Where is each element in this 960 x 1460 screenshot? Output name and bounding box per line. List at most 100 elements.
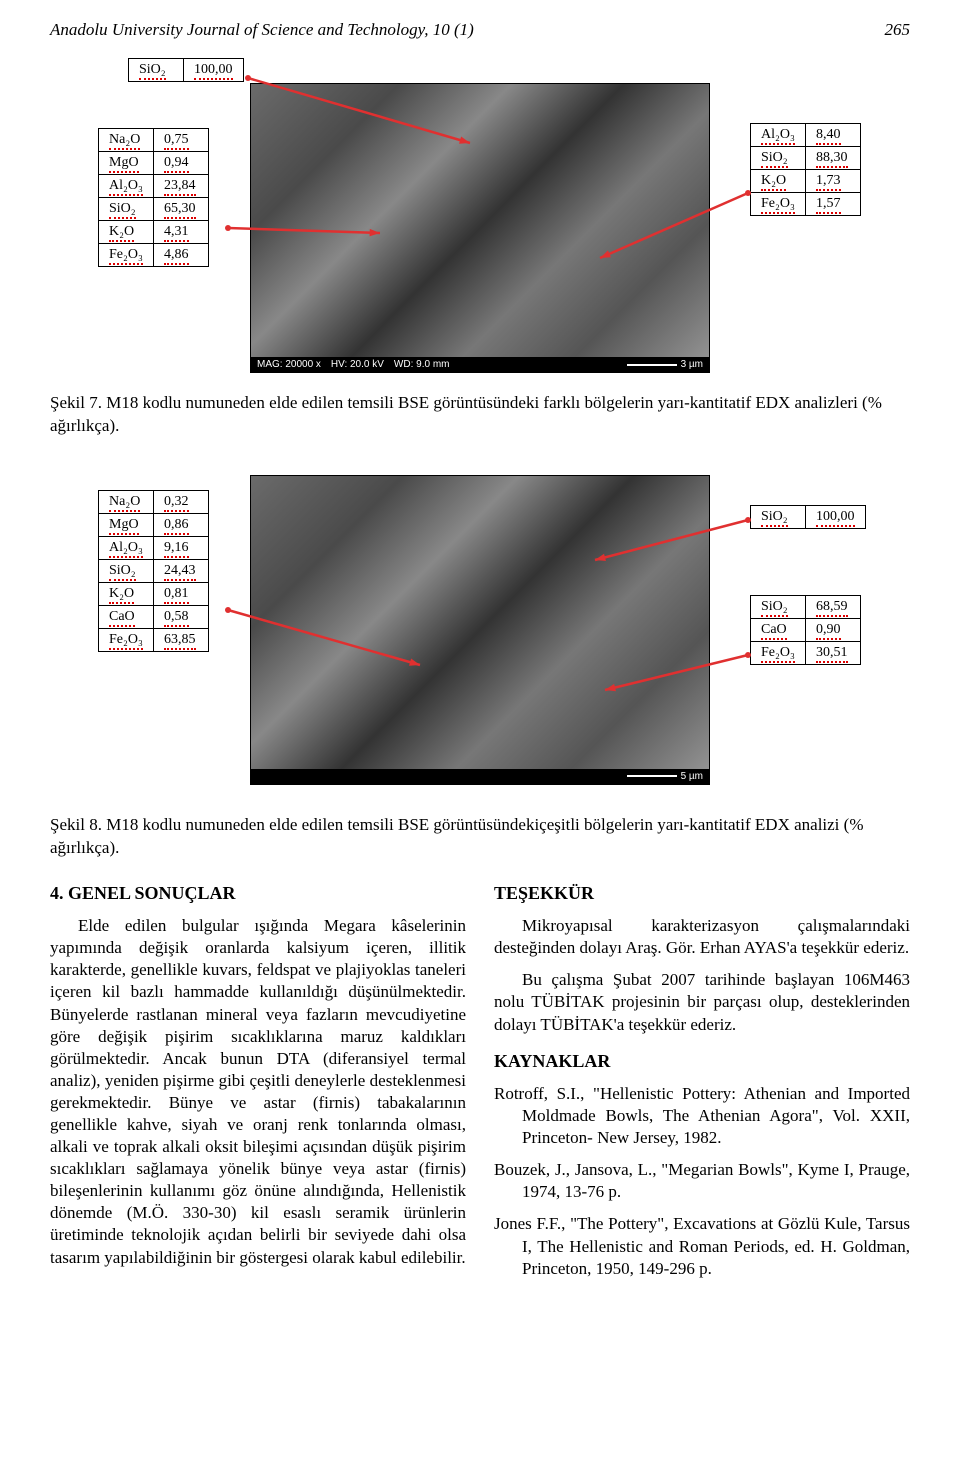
table-row: Al₂O₃8,40 — [751, 124, 861, 147]
compound-cell: SiO₂ — [751, 595, 806, 618]
thanks-para-2: Bu çalışma Şubat 2007 tarihinde başlayan… — [494, 969, 910, 1035]
table-row: SiO₂68,59 — [751, 595, 861, 618]
value-cell: 24,43 — [154, 559, 209, 582]
scalebar-text: 5 µm — [681, 771, 703, 782]
reference-item: Jones F.F., "The Pottery", Excavations a… — [494, 1213, 910, 1279]
section-title-results: 4. GENEL SONUÇLAR — [50, 882, 466, 905]
fig8-table-right-1: SiO₂100,00 — [750, 505, 866, 529]
compound-cell: SiO₂ — [751, 147, 806, 170]
section-title-refs: KAYNAKLAR — [494, 1050, 910, 1073]
compound-cell: K₂O — [751, 170, 806, 193]
sem-wd: WD: 9.0 mm — [394, 359, 450, 370]
value-cell: 0,94 — [154, 152, 209, 175]
fig8-table-right-2: SiO₂68,59CaO0,90Fe₂O₃30,51 — [750, 595, 861, 665]
fig8-table-left: Na₂O0,32MgO0,86Al₂O₃9,16SiO₂24,43K₂O0,81… — [98, 490, 209, 652]
compound-cell: MgO — [99, 513, 154, 536]
table-row: SiO₂65,30 — [99, 198, 209, 221]
compound-cell: CaO — [751, 618, 806, 641]
compound-cell: Na₂O — [99, 129, 154, 152]
caption-label: Şekil 7. — [50, 393, 102, 412]
compound-cell: SiO₂ — [99, 559, 154, 582]
value-cell: 0,90 — [806, 618, 861, 641]
figure-8-caption: Şekil 8. M18 kodlu numuneden elde edilen… — [50, 814, 910, 860]
value-cell: 0,32 — [154, 490, 209, 513]
value-cell: 1,57 — [806, 193, 861, 216]
right-column: TEŞEKKÜR Mikroyapısal karakterizasyon ça… — [494, 882, 910, 1290]
table-row: SiO₂100,00 — [129, 59, 244, 82]
table-row: K₂O1,73 — [751, 170, 861, 193]
value-cell: 9,16 — [154, 536, 209, 559]
value-cell: 0,75 — [154, 129, 209, 152]
sem-footer: 5 µm — [251, 769, 709, 784]
scalebar-text: 3 µm — [681, 359, 703, 370]
caption-text: M18 kodlu numuneden elde edilen temsili … — [50, 393, 882, 435]
compound-cell: Fe₂O₃ — [99, 244, 154, 267]
figure-8-area: 5 µm Na₂O0,32MgO0,86Al₂O₃9,16SiO₂24,43K₂… — [50, 460, 910, 800]
section-title-thanks: TEŞEKKÜR — [494, 882, 910, 905]
compound-cell: SiO₂ — [129, 59, 184, 82]
references-list: Rotroff, S.I., "Hellenistic Pottery: Ath… — [494, 1083, 910, 1280]
compound-cell: MgO — [99, 152, 154, 175]
table-row: K₂O4,31 — [99, 221, 209, 244]
table-row: CaO0,58 — [99, 605, 209, 628]
sem-footer: MAG: 20000 x HV: 20.0 kV WD: 9.0 mm 3 µm — [251, 357, 709, 372]
compound-cell: SiO₂ — [99, 198, 154, 221]
value-cell: 30,51 — [806, 641, 861, 664]
scalebar-line — [627, 364, 677, 366]
value-cell: 65,30 — [154, 198, 209, 221]
value-cell: 4,86 — [154, 244, 209, 267]
fig7-table-right: Al₂O₃8,40SiO₂88,30K₂O1,73Fe₂O₃1,57 — [750, 123, 861, 216]
figure-7-area: MAG: 20000 x HV: 20.0 kV WD: 9.0 mm 3 µm… — [50, 58, 910, 378]
table-row: MgO0,86 — [99, 513, 209, 536]
table-row: CaO0,90 — [751, 618, 861, 641]
compound-cell: Fe₂O₃ — [99, 628, 154, 651]
left-column: 4. GENEL SONUÇLAR Elde edilen bulgular ı… — [50, 882, 466, 1290]
value-cell: 100,00 — [184, 59, 244, 82]
compound-cell: Al₂O₃ — [751, 124, 806, 147]
figure-7-sem-image: MAG: 20000 x HV: 20.0 kV WD: 9.0 mm 3 µm — [250, 83, 710, 373]
value-cell: 4,31 — [154, 221, 209, 244]
value-cell: 100,00 — [806, 505, 866, 528]
compound-cell: Al₂O₃ — [99, 536, 154, 559]
figure-7-caption: Şekil 7. M18 kodlu numuneden elde edilen… — [50, 392, 910, 438]
sem-hv: HV: 20.0 kV — [331, 359, 384, 370]
results-paragraph: Elde edilen bulgular ışığında Megara kâs… — [50, 915, 466, 1269]
table-row: Fe₂O₃4,86 — [99, 244, 209, 267]
value-cell: 0,86 — [154, 513, 209, 536]
table-row: SiO₂88,30 — [751, 147, 861, 170]
figure-8-sem-image: 5 µm — [250, 475, 710, 785]
compound-cell: Na₂O — [99, 490, 154, 513]
value-cell: 63,85 — [154, 628, 209, 651]
table-row: Na₂O0,75 — [99, 129, 209, 152]
fig7-table-top: SiO₂100,00 — [128, 58, 244, 82]
scalebar: 3 µm — [627, 359, 703, 370]
table-row: Fe₂O₃1,57 — [751, 193, 861, 216]
scalebar: 5 µm — [627, 771, 703, 782]
compound-cell: K₂O — [99, 221, 154, 244]
value-cell: 8,40 — [806, 124, 861, 147]
body-columns: 4. GENEL SONUÇLAR Elde edilen bulgular ı… — [50, 882, 910, 1290]
thanks-para-1: Mikroyapısal karakterizasyon çalışmaları… — [494, 915, 910, 959]
reference-item: Rotroff, S.I., "Hellenistic Pottery: Ath… — [494, 1083, 910, 1149]
compound-cell: K₂O — [99, 582, 154, 605]
table-row: MgO0,94 — [99, 152, 209, 175]
compound-cell: SiO₂ — [751, 505, 806, 528]
table-row: Na₂O0,32 — [99, 490, 209, 513]
compound-cell: Fe₂O₃ — [751, 193, 806, 216]
scalebar-line — [627, 775, 677, 777]
table-row: Al₂O₃23,84 — [99, 175, 209, 198]
page-header: Anadolu University Journal of Science an… — [50, 20, 910, 40]
value-cell: 1,73 — [806, 170, 861, 193]
table-row: K₂O0,81 — [99, 582, 209, 605]
value-cell: 0,81 — [154, 582, 209, 605]
compound-cell: Fe₂O₃ — [751, 641, 806, 664]
compound-cell: Al₂O₃ — [99, 175, 154, 198]
reference-item: Bouzek, J., Jansova, L., "Megarian Bowls… — [494, 1159, 910, 1203]
table-row: Al₂O₃9,16 — [99, 536, 209, 559]
value-cell: 23,84 — [154, 175, 209, 198]
compound-cell: CaO — [99, 605, 154, 628]
table-row: SiO₂24,43 — [99, 559, 209, 582]
sem-mag: MAG: 20000 x — [257, 359, 321, 370]
value-cell: 68,59 — [806, 595, 861, 618]
page-number: 265 — [885, 20, 911, 40]
